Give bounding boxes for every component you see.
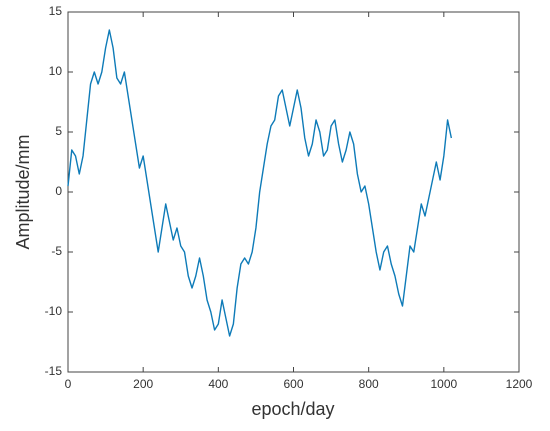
- y-tick-label: 10: [49, 64, 63, 78]
- x-tick-label: 800: [359, 377, 379, 391]
- x-tick-label: 200: [133, 377, 153, 391]
- x-tick-label: 1200: [506, 377, 533, 391]
- x-tick-label: 0: [65, 377, 72, 391]
- data-line: [67, 29, 453, 337]
- y-tick-label: 15: [49, 4, 63, 18]
- x-tick-label: 1000: [430, 377, 457, 391]
- x-tick-label: 600: [283, 377, 303, 391]
- x-tick-label: 400: [208, 377, 228, 391]
- y-tick-label: -10: [45, 304, 63, 318]
- y-tick-label: 0: [55, 184, 62, 198]
- y-tick-label: 5: [55, 124, 62, 138]
- y-tick-label: -15: [45, 364, 63, 378]
- y-tick-label: -5: [51, 244, 62, 258]
- y-axis-label: Amplitude/mm: [13, 134, 33, 249]
- plot-frame: [67, 11, 520, 373]
- x-axis-label: epoch/day: [251, 399, 334, 419]
